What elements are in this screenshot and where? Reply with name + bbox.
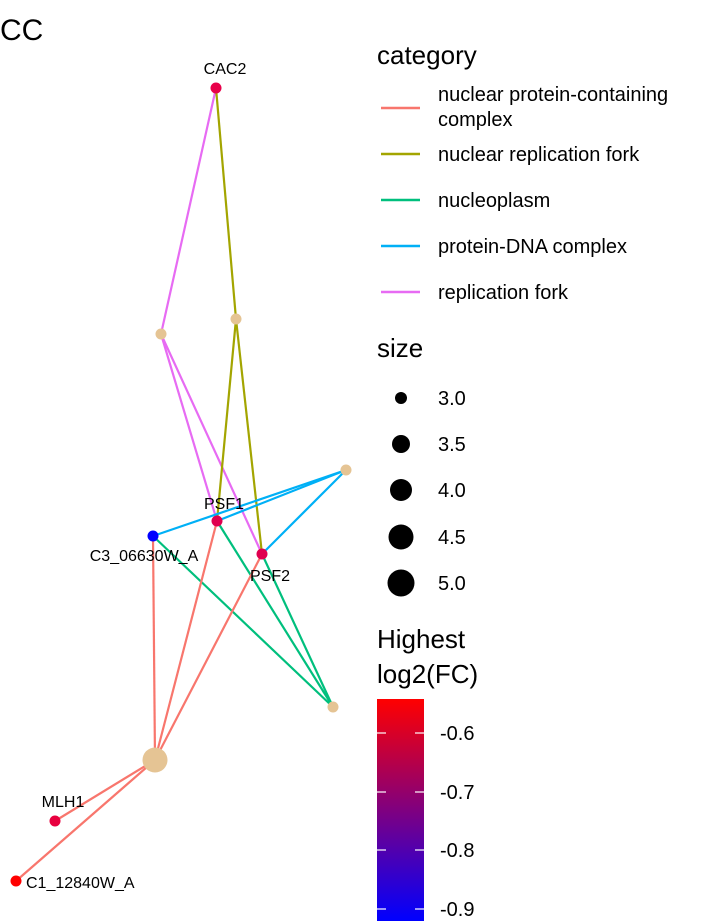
node-cat-nuclear-replication-fork: [230, 313, 242, 325]
edge-psf2-cat-nuclear-replication-fork: [234, 318, 264, 555]
legend-category-item: nuclear replication fork: [381, 144, 640, 166]
label-gene-psf1: PSF1: [204, 496, 244, 513]
node-gene-psf1: [211, 515, 223, 527]
edge-c3_06630w_a-cat-nucleoplasm: [152, 535, 334, 708]
legend-category-item: nucleoplasm: [381, 190, 550, 212]
legend-size-label: 5.0: [438, 573, 466, 595]
node-gene-c3_06630w_a: [147, 530, 159, 542]
legend-size-key: [395, 392, 407, 404]
legend-size-label: 3.5: [438, 434, 466, 456]
legend-color: Highest log2(FC) -0.6 -0.7 -0.8 -0.9: [377, 624, 478, 921]
legend-color-tick-label: -0.9: [440, 899, 474, 921]
legend-size-label: 3.0: [438, 388, 466, 410]
node-gene-cac2: [210, 82, 222, 94]
legend-color-tick-label: -0.7: [440, 782, 474, 804]
legend-color-title-line-1: Highest: [377, 624, 466, 654]
legend-size-key: [388, 524, 414, 550]
node-gene-c1_12840w_a: [10, 875, 22, 887]
network-labels: CAC2 PSF1 PSF2 C3_06630W_A MLH1 C1_12840W_A: [26, 61, 290, 892]
legend-category: category nuclear protein-containing compl…: [377, 40, 668, 304]
edge-psf2-cat-nucleoplasm: [261, 553, 334, 708]
edge-c3_06630w_a-cat-nuclear-protein-containing-complex: [151, 535, 157, 761]
node-cat-nucleoplasm: [327, 701, 339, 713]
legend-size-label: 4.5: [438, 527, 466, 549]
legend-category-label: replication fork: [438, 282, 569, 304]
legend-category-item: nuclear protein-containing complex: [381, 84, 668, 131]
legend-color-ticks: -0.6 -0.7 -0.8 -0.9: [377, 723, 474, 921]
legend-category-label: nucleoplasm: [438, 190, 550, 212]
network-nodes: [10, 82, 352, 887]
label-gene-psf2: PSF2: [250, 568, 290, 585]
plot-title: CC: [0, 14, 43, 47]
edge-psf2-cat-replication-fork: [160, 333, 263, 555]
label-gene-c3_06630w_a: C3_06630W_A: [90, 548, 199, 565]
legend-category-item: protein-DNA complex: [381, 236, 627, 258]
legend-color-tick-label: -0.6: [440, 723, 474, 745]
label-gene-mlh1: MLH1: [42, 794, 85, 811]
edge-cac2-cat-replication-fork: [159, 87, 218, 335]
edge-psf1-cat-replication-fork: [159, 333, 219, 522]
legend-size: size 3.0 3.5 4.0 4.5 5.0: [377, 333, 466, 597]
label-gene-cac2: CAC2: [204, 61, 247, 78]
node-gene-mlh1: [49, 815, 61, 827]
legend-color-tick-label: -0.8: [440, 840, 474, 862]
legend-size-label: 4.0: [438, 480, 466, 502]
legend-category-label: nuclear protein-containing: [438, 84, 668, 106]
edge-psf2-cat-protein-dna-complex: [261, 469, 347, 555]
node-cat-replication-fork: [155, 328, 167, 340]
edge-psf1-cat-nuclear-replication-fork: [215, 318, 238, 522]
legend-category-items: nuclear protein-containingcomplexnuclear…: [381, 84, 668, 304]
legend-category-label: protein-DNA complex: [438, 236, 627, 258]
legend-size-items: 3.0 3.5 4.0 4.5 5.0: [387, 388, 466, 597]
legend-color-bar: [377, 699, 424, 921]
legend-category-label: complex: [438, 109, 512, 131]
edge-cac2-cat-nuclear-replication-fork: [214, 87, 238, 320]
edge-psf1-cat-nuclear-protein-containing-complex: [153, 520, 219, 761]
legend-color-title-line-2: log2(FC): [377, 659, 478, 689]
edge-c1_12840w_a-cat-nuclear-protein-containing-complex: [15, 759, 156, 882]
legend-size-title: size: [377, 333, 423, 363]
edge-mlh1-cat-nuclear-protein-containing-complex: [54, 759, 156, 822]
legend-size-key: [387, 569, 415, 597]
label-gene-c1_12840w_a: C1_12840W_A: [26, 875, 135, 892]
legend-category-item: replication fork: [381, 282, 569, 304]
network-edges: [15, 87, 347, 882]
node-gene-psf2: [256, 548, 268, 560]
legend-category-title: category: [377, 40, 477, 70]
node-cat-protein-dna-complex: [340, 464, 352, 476]
legend-size-key: [390, 479, 412, 501]
legend-category-label: nuclear replication fork: [438, 144, 640, 166]
edge-psf2-cat-nuclear-protein-containing-complex: [154, 553, 263, 761]
legend-size-key: [392, 435, 410, 453]
edge-c3_06630w_a-cat-protein-dna-complex: [152, 468, 347, 538]
node-cat-nuclear-protein-containing-complex: [142, 747, 168, 773]
edge-psf1-cat-nucleoplasm: [216, 520, 334, 708]
